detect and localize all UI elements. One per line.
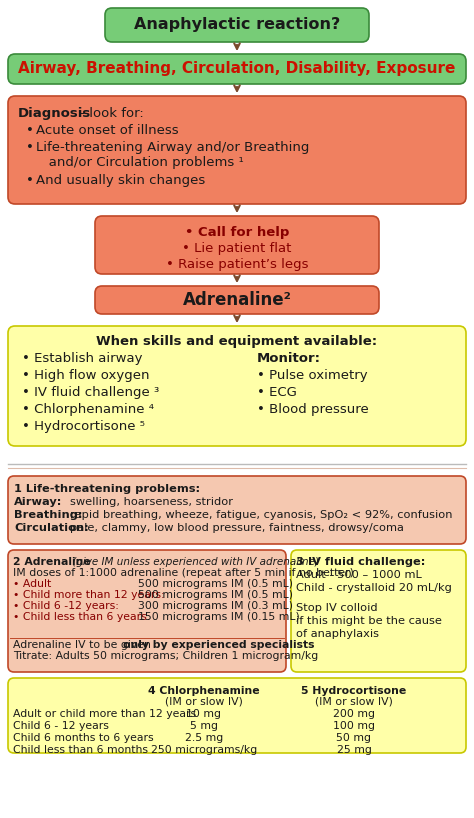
Text: 200 mg: 200 mg (333, 709, 375, 719)
FancyBboxPatch shape (8, 476, 466, 544)
Text: Acute onset of illness: Acute onset of illness (36, 124, 179, 137)
Text: 2 Adrenaline: 2 Adrenaline (13, 557, 91, 567)
Text: • Lie patient flat: • Lie patient flat (182, 242, 292, 255)
Text: • Child less than 6 years:: • Child less than 6 years: (13, 612, 150, 622)
Text: • Establish airway: • Establish airway (22, 352, 143, 365)
Text: Breathing:: Breathing: (14, 510, 82, 520)
FancyBboxPatch shape (8, 550, 286, 672)
Text: only by experienced specialists: only by experienced specialists (124, 640, 315, 650)
Text: Monitor:: Monitor: (257, 352, 321, 365)
Text: 500 micrograms IM (0.5 mL): 500 micrograms IM (0.5 mL) (138, 590, 293, 600)
Text: 5 mg: 5 mg (190, 721, 218, 731)
FancyBboxPatch shape (105, 8, 369, 42)
Text: 1 Life-threatening problems:: 1 Life-threatening problems: (14, 484, 200, 494)
Text: • Raise patient’s legs: • Raise patient’s legs (166, 258, 308, 271)
Text: • ECG: • ECG (257, 386, 297, 399)
Text: • Child more than 12 years:: • Child more than 12 years: (13, 590, 164, 600)
Text: Adult - 500 – 1000 mL: Adult - 500 – 1000 mL (296, 570, 422, 580)
FancyBboxPatch shape (8, 54, 466, 84)
Text: of anaphylaxis: of anaphylaxis (296, 629, 379, 639)
Text: Circulation:: Circulation: (14, 523, 89, 533)
FancyBboxPatch shape (291, 550, 466, 672)
Text: Diagnosis: Diagnosis (18, 107, 91, 120)
Text: Titrate: Adults 50 micrograms; Children 1 microgram/kg: Titrate: Adults 50 micrograms; Children … (13, 651, 318, 661)
Text: • Pulse oximetry: • Pulse oximetry (257, 369, 368, 382)
Text: IM doses of 1:1000 adrenaline (repeat after 5 min if no better): IM doses of 1:1000 adrenaline (repeat af… (13, 568, 354, 578)
Text: (IM or slow IV): (IM or slow IV) (165, 697, 243, 707)
Text: •: • (26, 174, 34, 187)
Text: if this might be the cause: if this might be the cause (296, 616, 442, 626)
Text: Adrenaline IV to be given: Adrenaline IV to be given (13, 640, 155, 650)
Text: Child less than 6 months: Child less than 6 months (13, 745, 148, 755)
Text: • Child 6 -12 years:: • Child 6 -12 years: (13, 601, 119, 611)
Text: • Blood pressure: • Blood pressure (257, 403, 369, 416)
Text: rapid breathing, wheeze, fatigue, cyanosis, SpO₂ < 92%, confusion: rapid breathing, wheeze, fatigue, cyanos… (70, 510, 453, 520)
Text: (IM or slow IV): (IM or slow IV) (315, 697, 393, 707)
Text: • Call for help: • Call for help (185, 226, 289, 239)
Text: Adult or child more than 12 years: Adult or child more than 12 years (13, 709, 196, 719)
Text: 50 mg: 50 mg (337, 733, 372, 743)
Text: 25 mg: 25 mg (337, 745, 372, 755)
FancyBboxPatch shape (8, 96, 466, 204)
FancyBboxPatch shape (95, 286, 379, 314)
Text: - look for:: - look for: (76, 107, 144, 120)
Text: (give IM unless experienced with IV adrenaline): (give IM unless experienced with IV adre… (69, 557, 319, 567)
Text: swelling, hoarseness, stridor: swelling, hoarseness, stridor (70, 497, 233, 507)
Text: Anaphylactic reaction?: Anaphylactic reaction? (134, 17, 340, 33)
Text: 150 micrograms IM (0.15 mL): 150 micrograms IM (0.15 mL) (138, 612, 300, 622)
Text: Child - crystalloid 20 mL/kg: Child - crystalloid 20 mL/kg (296, 583, 452, 593)
Text: Child 6 months to 6 years: Child 6 months to 6 years (13, 733, 154, 743)
Text: 100 mg: 100 mg (333, 721, 375, 731)
Text: Stop IV colloid: Stop IV colloid (296, 603, 378, 613)
Text: 4 Chlorphenamine: 4 Chlorphenamine (148, 686, 260, 696)
Text: And usually skin changes: And usually skin changes (36, 174, 205, 187)
Text: 3 IV fluid challenge:: 3 IV fluid challenge: (296, 557, 425, 567)
Text: Airway:: Airway: (14, 497, 63, 507)
Text: • High flow oxygen: • High flow oxygen (22, 369, 149, 382)
Text: 500 micrograms IM (0.5 mL): 500 micrograms IM (0.5 mL) (138, 579, 293, 589)
FancyBboxPatch shape (8, 678, 466, 753)
Text: •: • (26, 141, 34, 154)
Text: 250 micrograms/kg: 250 micrograms/kg (151, 745, 257, 755)
Text: 5 Hydrocortisone: 5 Hydrocortisone (301, 686, 407, 696)
Text: Airway, Breathing, Circulation, Disability, Exposure: Airway, Breathing, Circulation, Disabili… (18, 61, 456, 77)
Text: • Adult: • Adult (13, 579, 51, 589)
Text: 10 mg: 10 mg (186, 709, 221, 719)
Text: • IV fluid challenge ³: • IV fluid challenge ³ (22, 386, 159, 399)
Text: When skills and equipment available:: When skills and equipment available: (96, 335, 378, 348)
Text: 2.5 mg: 2.5 mg (185, 733, 223, 743)
Text: Life-threatening Airway and/or Breathing
   and/or Circulation problems ¹: Life-threatening Airway and/or Breathing… (36, 141, 310, 169)
Text: •: • (26, 124, 34, 137)
Text: Child 6 - 12 years: Child 6 - 12 years (13, 721, 109, 731)
FancyBboxPatch shape (95, 216, 379, 274)
Text: Adrenaline²: Adrenaline² (182, 291, 292, 309)
FancyBboxPatch shape (8, 326, 466, 446)
Text: • Hydrocortisone ⁵: • Hydrocortisone ⁵ (22, 420, 145, 433)
Text: 300 micrograms IM (0.3 mL): 300 micrograms IM (0.3 mL) (138, 601, 293, 611)
Text: • Chlorphenamine ⁴: • Chlorphenamine ⁴ (22, 403, 154, 416)
Text: pale, clammy, low blood pressure, faintness, drowsy/coma: pale, clammy, low blood pressure, faintn… (70, 523, 404, 533)
